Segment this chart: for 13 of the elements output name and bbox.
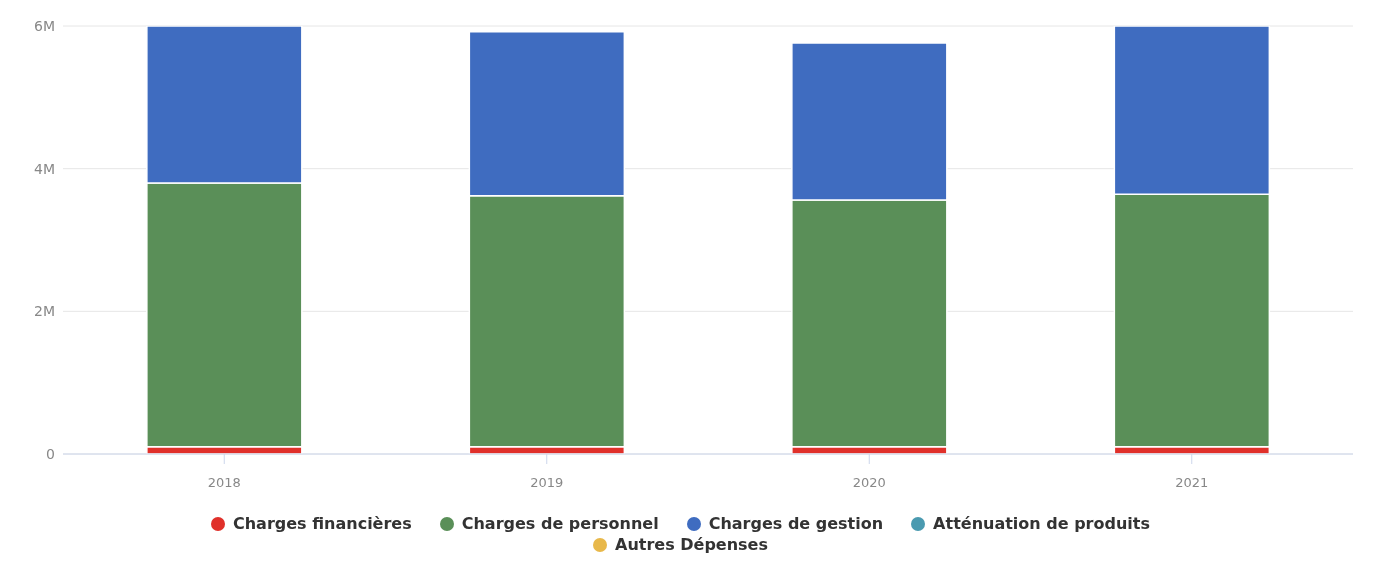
legend-label: Charges financières bbox=[232, 514, 412, 533]
x-tick-label: 2021 bbox=[1175, 475, 1209, 491]
y-tick-label: 0 bbox=[46, 445, 55, 462]
x-tick-label: 2020 bbox=[852, 475, 886, 491]
legend-label: Charges de gestion bbox=[708, 514, 884, 533]
legend-label: Autres Dépenses bbox=[615, 535, 768, 554]
y-tick-label: 6M bbox=[34, 17, 55, 34]
y-tick-label: 2M bbox=[34, 303, 55, 320]
legend-label: Charges de personnel bbox=[461, 514, 659, 533]
x-tick-label: 2018 bbox=[207, 475, 241, 491]
x-tick-label: 2019 bbox=[530, 475, 564, 491]
y-tick-label: 4M bbox=[34, 160, 55, 177]
legend-label: Atténuation de produits bbox=[933, 514, 1150, 533]
